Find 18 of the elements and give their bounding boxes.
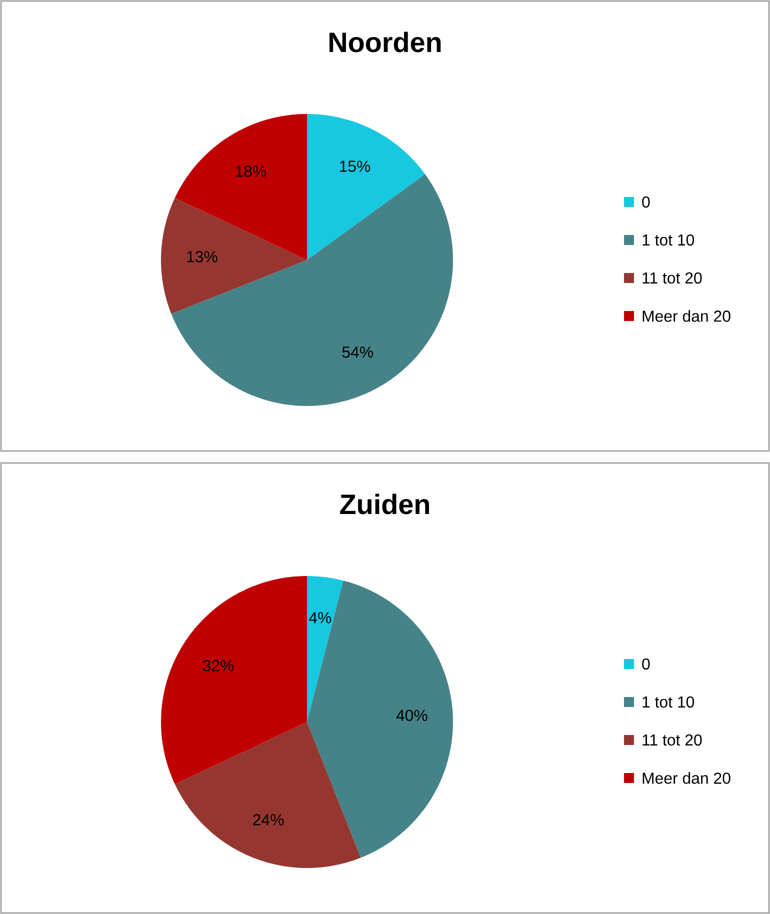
legend-label: Meer dan 20 [642, 772, 730, 784]
legend-label: 1 tot 10 [642, 696, 694, 708]
chart-title: Zuiden [340, 494, 429, 514]
legend-label: Meer dan 20 [642, 310, 730, 322]
data-label: 18% [236, 166, 266, 177]
data-label: 40% [396, 710, 428, 722]
data-label: 4% [309, 612, 332, 624]
data-label: 15% [340, 160, 370, 172]
legend-label: 11 tot 20 [642, 272, 702, 284]
data-label: 13% [187, 251, 218, 262]
data-label: 32% [202, 660, 234, 672]
data-label: 54% [342, 346, 374, 358]
legend-label: 1 tot 10 [642, 234, 694, 246]
legend-label: 0 [642, 196, 650, 208]
legend-label: 11 tot 20 [642, 734, 702, 746]
data-label: 24% [253, 814, 284, 826]
legend-label: 0 [642, 658, 650, 670]
chart-title: Noorden [330, 32, 441, 52]
